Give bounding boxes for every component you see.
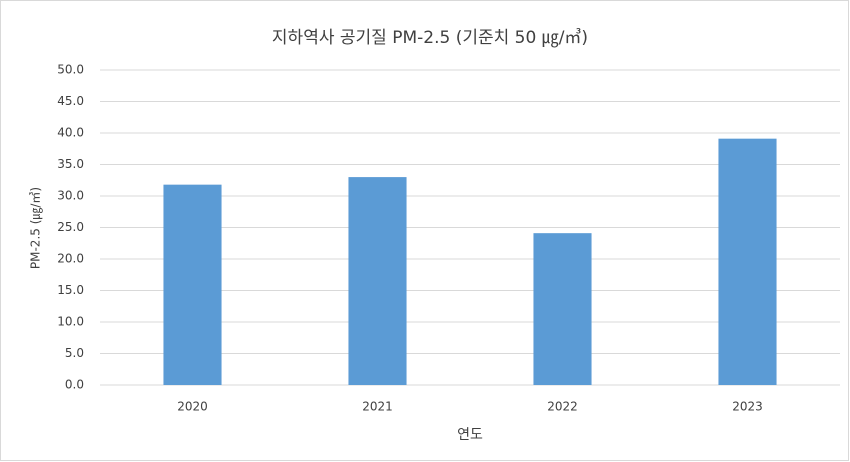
- y-tick-label: 30.0: [57, 189, 84, 203]
- bar: [718, 138, 777, 385]
- y-tick-label: 0.0: [65, 378, 84, 392]
- y-tick-label: 10.0: [57, 315, 84, 329]
- x-axis-label: 연도: [457, 427, 483, 443]
- x-tick-label: 2020: [177, 400, 208, 414]
- y-tick-label: 20.0: [57, 252, 84, 266]
- x-tick-label: 2021: [362, 400, 393, 414]
- y-tick-label: 40.0: [57, 126, 84, 140]
- bar: [348, 177, 407, 385]
- y-tick-label: 15.0: [57, 283, 84, 297]
- y-tick-label: 25.0: [57, 220, 84, 234]
- y-axis-label: PM-2.5 (㎍/㎥): [29, 187, 43, 269]
- x-tick-label: 2022: [547, 400, 578, 414]
- y-tick-label: 45.0: [57, 94, 84, 108]
- bar: [533, 233, 592, 385]
- chart-title: 지하역사 공기질 PM-2.5 (기준치 50 ㎍/㎥): [272, 28, 588, 48]
- y-tick-label: 35.0: [57, 157, 84, 171]
- y-tick-label: 50.0: [57, 63, 84, 77]
- bar: [163, 184, 222, 385]
- y-tick-label: 5.0: [65, 346, 84, 360]
- x-tick-label: 2023: [732, 400, 763, 414]
